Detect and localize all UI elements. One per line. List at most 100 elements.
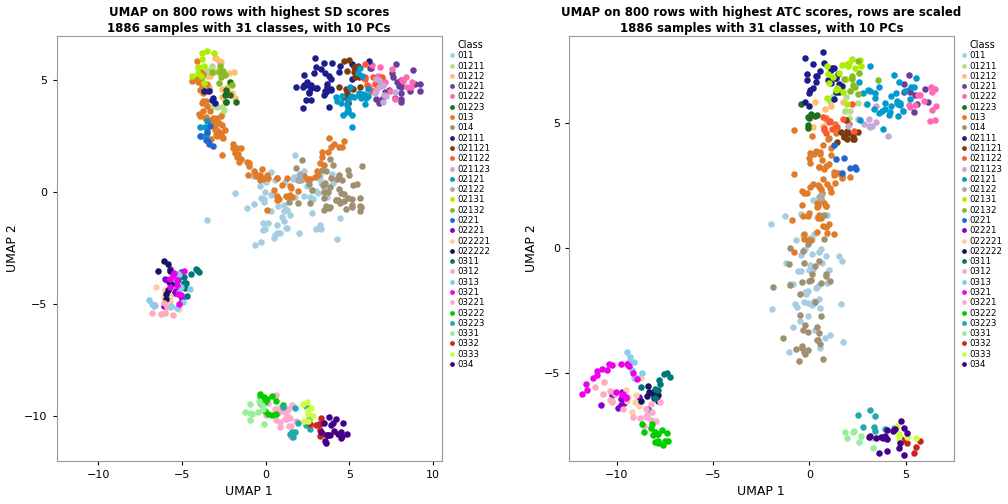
Point xyxy=(311,432,328,440)
Point xyxy=(645,430,661,438)
Point xyxy=(867,412,883,420)
Point xyxy=(823,66,839,74)
Point xyxy=(645,395,661,403)
Point xyxy=(804,265,821,273)
Point xyxy=(241,159,257,167)
Point xyxy=(216,134,232,142)
Point xyxy=(813,214,830,222)
Point xyxy=(891,78,907,86)
Point xyxy=(278,414,294,422)
Point xyxy=(167,287,183,295)
Point xyxy=(175,279,192,287)
Point xyxy=(319,80,335,88)
Point xyxy=(820,62,836,71)
Point xyxy=(279,411,295,419)
Point xyxy=(782,280,798,288)
Point xyxy=(796,259,812,267)
Point xyxy=(278,173,294,181)
Point xyxy=(785,247,801,256)
Point xyxy=(199,87,215,95)
Point xyxy=(303,194,320,202)
Point xyxy=(302,96,319,104)
Point xyxy=(351,89,367,97)
Point xyxy=(810,214,827,222)
Point xyxy=(267,405,283,413)
Point xyxy=(199,97,215,105)
Point xyxy=(866,105,882,113)
Point xyxy=(162,297,178,305)
Point xyxy=(393,95,409,103)
Point xyxy=(250,408,266,416)
Point xyxy=(162,302,178,310)
Point xyxy=(814,259,831,267)
Point xyxy=(836,132,852,140)
Point xyxy=(170,290,186,298)
Point xyxy=(799,190,815,198)
Point xyxy=(160,292,176,300)
Point xyxy=(217,91,233,99)
Point xyxy=(817,272,834,280)
Point xyxy=(295,400,311,408)
Point xyxy=(141,295,157,303)
Point xyxy=(301,193,318,201)
Point xyxy=(272,423,288,431)
Point xyxy=(594,365,610,373)
Point xyxy=(799,70,815,78)
Point xyxy=(800,312,816,320)
Point xyxy=(839,127,855,135)
Point xyxy=(827,120,843,129)
Point xyxy=(227,188,243,197)
Point xyxy=(308,84,325,92)
Point xyxy=(830,84,846,92)
Point xyxy=(204,96,220,104)
Point xyxy=(183,72,200,80)
Point xyxy=(217,125,233,134)
Point xyxy=(161,292,177,300)
Point xyxy=(239,204,255,212)
Point xyxy=(364,64,380,72)
Point xyxy=(843,173,859,181)
Point xyxy=(299,182,316,190)
Point xyxy=(335,111,351,119)
Point xyxy=(325,178,341,186)
Point xyxy=(358,76,374,84)
Point xyxy=(806,112,823,120)
Point xyxy=(574,390,590,398)
Point xyxy=(877,99,893,107)
Point xyxy=(325,170,341,178)
Point xyxy=(822,184,838,192)
Point xyxy=(283,401,299,409)
Point xyxy=(601,360,617,368)
Point xyxy=(178,292,195,300)
Point xyxy=(921,117,937,125)
Point xyxy=(230,150,246,158)
Point xyxy=(604,391,620,399)
Point xyxy=(214,133,230,141)
Point xyxy=(793,344,809,352)
Point xyxy=(318,439,334,447)
Point xyxy=(896,88,912,96)
Point xyxy=(844,100,860,108)
Point xyxy=(282,182,298,190)
Point xyxy=(208,132,224,140)
Point xyxy=(372,63,388,71)
Point xyxy=(371,76,387,84)
Point xyxy=(193,73,209,81)
Point xyxy=(836,75,852,83)
Point xyxy=(927,102,943,110)
Point xyxy=(407,80,423,88)
Point xyxy=(375,81,391,89)
Point xyxy=(259,174,275,182)
Point xyxy=(847,163,863,171)
Point xyxy=(326,427,342,435)
Point xyxy=(273,181,289,190)
Point xyxy=(816,334,833,342)
Point xyxy=(277,178,293,186)
Point xyxy=(820,94,836,102)
Legend: 011, 01211, 01212, 01221, 01222, 01223, 013, 014, 02111, 021121, 021122, 021123,: 011, 01211, 01212, 01221, 01222, 01223, … xyxy=(450,40,491,369)
Point xyxy=(845,135,861,143)
Point xyxy=(599,366,615,374)
Point xyxy=(871,83,887,91)
Point xyxy=(794,278,810,286)
Point xyxy=(830,85,846,93)
